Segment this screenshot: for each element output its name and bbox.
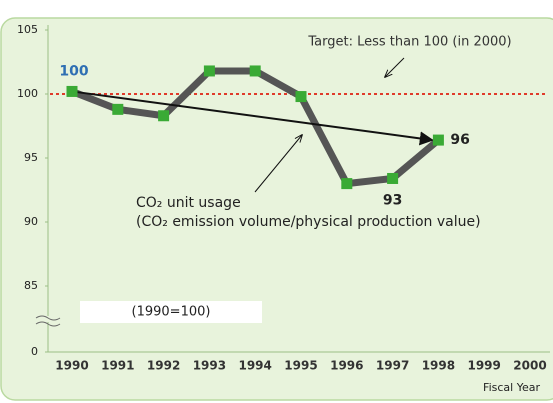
x-tick-label: 1999 <box>467 359 500 373</box>
x-tick-label: 1995 <box>284 359 317 373</box>
series-pointer <box>254 135 302 193</box>
series-label: CO₂ unit usage <box>136 195 241 211</box>
base-note: (1990=100) <box>132 305 211 320</box>
x-tick-label: 1990 <box>55 359 88 373</box>
value-label: 93 <box>383 192 402 208</box>
y-tick-label: 0 <box>31 345 38 358</box>
marker <box>249 65 261 77</box>
x-tick-label: 1997 <box>376 359 409 373</box>
target-pointer <box>385 57 405 77</box>
marker <box>158 110 170 122</box>
x-axis-label: Fiscal Year <box>483 381 540 394</box>
y-tick-label: 85 <box>24 279 38 292</box>
marker <box>387 172 399 184</box>
x-tick-label: 1996 <box>330 359 363 373</box>
target-label: Target: Less than 100 (in 2000) <box>307 35 511 50</box>
marker <box>341 178 353 190</box>
y-tick-label: 90 <box>24 215 38 228</box>
marker <box>295 91 307 103</box>
axis-break <box>35 315 61 327</box>
x-tick-label: 1993 <box>193 359 226 373</box>
y-tick-label: 95 <box>24 151 38 164</box>
trend-arrow <box>71 90 434 146</box>
x-tick-label: 1991 <box>101 359 134 373</box>
x-tick-label: 2000 <box>513 359 546 373</box>
note-box <box>80 301 262 323</box>
value-label: 100 <box>59 63 88 79</box>
marker <box>432 134 444 146</box>
marker <box>66 85 78 97</box>
marker <box>203 65 215 77</box>
marker <box>112 103 124 115</box>
x-tick-label: 1998 <box>422 359 455 373</box>
y-tick-label: 100 <box>17 87 38 100</box>
series-label: (CO₂ emission volume/physical production… <box>136 214 481 230</box>
value-label: 96 <box>450 132 469 148</box>
x-tick-label: 1992 <box>147 359 180 373</box>
y-tick-label: 105 <box>17 23 38 36</box>
x-tick-label: 1994 <box>238 359 271 373</box>
axis-break <box>38 316 58 322</box>
